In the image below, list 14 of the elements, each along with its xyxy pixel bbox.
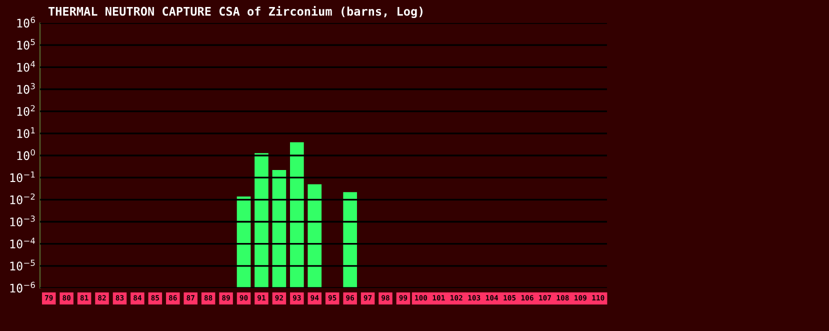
y-tick-label: 10$^{−4}$ bbox=[10, 238, 35, 248]
y-tick-label: 10$^{6}$ bbox=[17, 16, 35, 28]
y-tick-label: 10$^{2}$ bbox=[17, 105, 35, 116]
y-tick-label: 10$^{5}$ bbox=[17, 38, 35, 50]
y-tick-label: 10$^{1}$ bbox=[17, 127, 35, 138]
y-tick-label: 10$^{4}$ bbox=[17, 61, 36, 72]
y-tick-label: 10$^{3}$ bbox=[17, 83, 35, 94]
y-tick-label: 10$^{−3}$ bbox=[10, 216, 35, 226]
y-tick-label: 10$^{−5}$ bbox=[10, 260, 35, 271]
y-tick-label: 10$^{−6}$ bbox=[10, 282, 35, 293]
y-tick-label: 10$^{−1}$ bbox=[10, 171, 35, 182]
chart-title: THERMAL NEUTRON CAPTURE CSA of Zirconium (barns, Log) bbox=[48, 6, 422, 18]
y-tick-label: 10$^{−2}$ bbox=[10, 193, 35, 204]
y-tick-label: 10$^{0}$ bbox=[17, 149, 35, 160]
